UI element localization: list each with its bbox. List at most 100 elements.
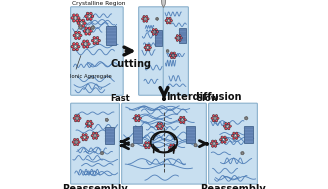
Circle shape [77,139,78,140]
Circle shape [233,132,235,134]
Circle shape [102,154,103,155]
Circle shape [79,25,81,27]
Circle shape [236,137,238,139]
Circle shape [100,153,102,154]
Circle shape [84,46,85,47]
Circle shape [87,30,89,32]
Circle shape [142,18,144,20]
Circle shape [224,136,226,138]
Circle shape [175,37,177,39]
Circle shape [72,43,75,45]
Circle shape [79,117,81,119]
Circle shape [167,52,168,53]
Bar [179,28,187,43]
Circle shape [178,37,179,39]
Circle shape [166,17,169,19]
Circle shape [157,125,158,126]
Circle shape [238,135,239,136]
Circle shape [105,118,108,121]
Circle shape [225,139,228,141]
Circle shape [72,19,75,22]
Circle shape [91,26,92,27]
FancyBboxPatch shape [209,103,257,184]
Circle shape [226,125,228,127]
Circle shape [156,19,157,20]
Circle shape [171,57,173,59]
Circle shape [78,141,80,143]
Circle shape [150,47,151,48]
Circle shape [100,152,102,153]
Circle shape [151,31,153,33]
Circle shape [170,144,172,146]
Circle shape [79,37,80,38]
Circle shape [174,146,176,149]
Circle shape [78,31,80,34]
Circle shape [73,141,74,142]
Circle shape [242,151,243,153]
Circle shape [80,25,81,26]
Circle shape [93,36,96,39]
Bar [133,126,142,143]
Circle shape [144,46,146,49]
Circle shape [76,32,77,33]
Circle shape [143,20,145,22]
Circle shape [158,18,159,19]
Circle shape [131,145,132,146]
Circle shape [180,37,182,39]
Circle shape [88,15,90,17]
Circle shape [77,115,80,117]
Circle shape [96,36,99,39]
Bar [186,126,195,143]
Circle shape [161,125,164,127]
Circle shape [93,42,96,45]
Circle shape [170,149,172,151]
Circle shape [157,19,158,20]
Circle shape [85,33,88,35]
Circle shape [216,143,218,145]
Circle shape [85,15,87,18]
Circle shape [212,140,214,142]
Circle shape [160,122,162,125]
Circle shape [91,30,92,31]
Circle shape [156,18,157,19]
Circle shape [213,119,215,122]
Circle shape [73,117,75,119]
Circle shape [79,26,82,29]
Circle shape [85,134,87,136]
Circle shape [75,120,76,121]
Circle shape [75,115,76,116]
Circle shape [168,20,170,21]
Circle shape [77,20,78,21]
Circle shape [161,123,162,124]
Circle shape [107,118,108,119]
Circle shape [72,48,75,51]
Circle shape [152,33,154,35]
Circle shape [216,120,217,121]
Circle shape [179,39,181,41]
FancyBboxPatch shape [71,7,123,95]
Circle shape [213,143,215,145]
Circle shape [182,116,185,119]
Circle shape [92,135,93,136]
Circle shape [102,151,103,153]
Circle shape [80,28,82,29]
Circle shape [179,119,180,120]
Circle shape [148,142,150,144]
Circle shape [88,33,91,35]
Circle shape [145,44,148,46]
Circle shape [79,28,80,29]
Circle shape [146,49,147,50]
Circle shape [145,146,147,149]
Circle shape [174,54,177,57]
Circle shape [167,22,168,23]
Circle shape [92,137,95,139]
Polygon shape [161,0,166,8]
Circle shape [86,134,87,135]
Circle shape [157,17,158,18]
Circle shape [225,122,227,125]
Circle shape [166,50,169,52]
Circle shape [241,152,244,155]
Circle shape [85,27,88,30]
Circle shape [184,119,186,121]
Bar [244,126,253,143]
